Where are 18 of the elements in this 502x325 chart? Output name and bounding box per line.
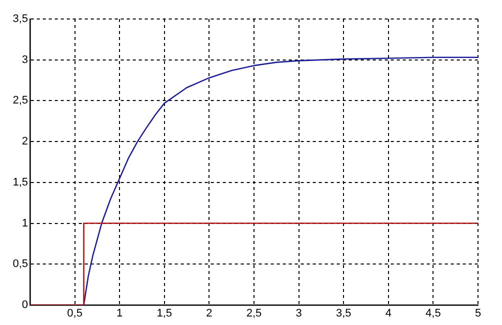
x-tick-label: 2 [206,308,212,320]
x-tick-label: 0,5 [67,308,82,320]
x-tick-label: 1,5 [156,308,172,320]
x-tick-label: 4,5 [426,308,441,320]
y-tick-label: 0,5 [12,258,28,270]
x-tick-label: 1 [116,308,123,320]
x-tick-label: 5 [474,308,482,320]
x-tick-label: 3 [296,308,302,320]
y-tick-label: 3,5 [12,13,28,26]
x-tick-label: 4 [385,308,392,320]
y-tick-label: 1 [22,217,28,230]
x-tick-label: 2,5 [246,308,262,320]
y-tick-label: 2 [22,136,28,148]
y-tick-label: 2,5 [12,94,28,107]
y-tick-label: 0 [22,299,28,312]
x-tick-label: 3,5 [336,308,352,320]
y-tick-label: 3 [22,54,28,66]
y-tick-label: 1,5 [12,176,28,188]
